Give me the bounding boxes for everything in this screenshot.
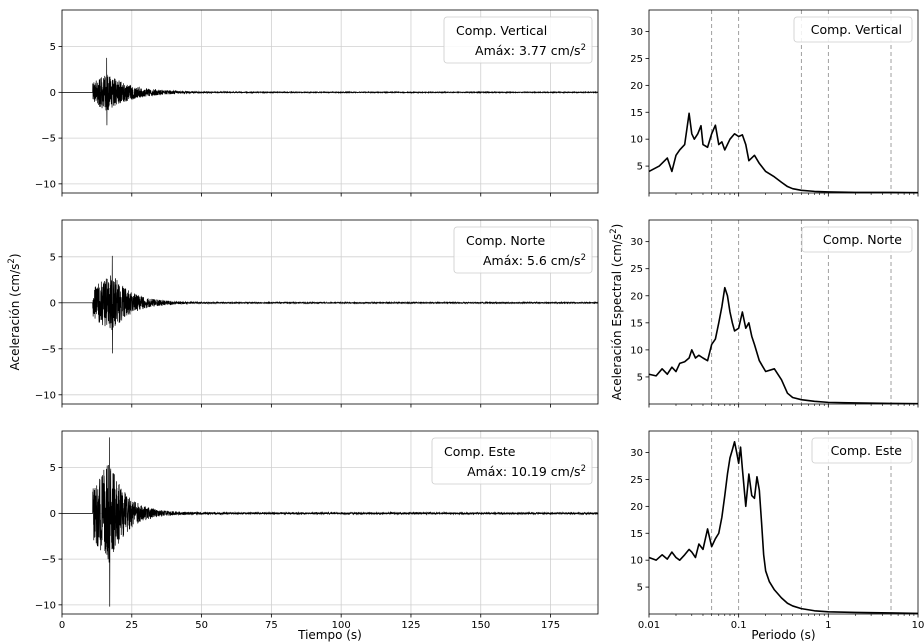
y-tick-label: 5	[50, 252, 56, 263]
y-tick-label: −10	[35, 179, 56, 190]
legend-title: Comp. Norte	[823, 232, 902, 247]
acceleration-series-line	[62, 57, 599, 126]
y-tick-label: 15	[630, 318, 643, 329]
legend-title: Comp. Este	[831, 443, 903, 458]
x-tick-label: 1	[825, 620, 831, 631]
y-tick-label: −5	[41, 134, 56, 145]
x-tick-label: 25	[125, 620, 138, 631]
y-tick-label: 20	[630, 291, 643, 302]
spectrum-norte-panel: 5 10 15 20 25 30 Comp. Norte Aceleración Espect…	[609, 219, 919, 408]
x-tick-label: 175	[541, 620, 560, 631]
x-tick-label: 0.1	[731, 620, 747, 631]
legend: Comp. Norte	[801, 226, 913, 253]
x-tick-label: 50	[195, 620, 208, 631]
legend-title: Comp. Norte	[466, 233, 545, 248]
y-tick-label: 10	[630, 556, 643, 567]
spectrum-vertical-panel: 5 10 15 20 25 30 Comp. Vertical	[630, 9, 919, 197]
y-tick-label: 5	[50, 42, 56, 53]
legend: Comp. Norte Amáx: 5.6 cm/s2	[453, 226, 593, 274]
legend-box	[431, 437, 593, 485]
y-tick-label: 10	[630, 345, 643, 356]
spectrum-este-panel: 5 10 15 20 25 30 0.01 0.1 1 10 Comp. Este Periodo (…	[630, 430, 924, 642]
time-vertical-panel: −10 −5 0 5 Comp. Vertical Amáx: 3.77 cm/s2	[35, 9, 599, 197]
y-tick-label: 25	[630, 54, 643, 65]
legend-title: Comp. Vertical	[811, 22, 902, 37]
x-axis-title: Tiempo (s)	[297, 628, 362, 642]
x-tick-label: 0	[59, 620, 65, 631]
y-tick-label: 15	[630, 529, 643, 540]
y-tick-label: 30	[630, 27, 643, 38]
axes-frame	[61, 219, 599, 405]
legend-peak-acceleration: Amáx: 3.77 cm/s2	[475, 43, 586, 58]
y-tick-label: 25	[630, 475, 643, 486]
legend-peak-acceleration: Amáx: 5.6 cm/s2	[483, 253, 586, 268]
axes-frame	[648, 9, 919, 194]
y-tick-label: 20	[630, 81, 643, 92]
y-tick-label: −10	[35, 600, 56, 611]
y-tick-label: 30	[630, 448, 643, 459]
y-axis-title: Aceleración (cm/s2)	[7, 253, 22, 370]
x-tick-label: 100	[332, 620, 351, 631]
legend-box	[811, 437, 913, 464]
y-tick-label: 5	[50, 463, 56, 474]
axes-frame	[648, 219, 919, 405]
y-tick-label: 15	[630, 108, 643, 119]
legend-box	[793, 16, 913, 43]
y-tick-label: 25	[630, 264, 643, 275]
y-tick-label: 5	[637, 162, 643, 173]
x-tick-label: 0.01	[638, 620, 660, 631]
x-tick-label: 75	[265, 620, 278, 631]
acceleration-series-line	[62, 437, 599, 607]
axes-frame	[648, 430, 919, 615]
y-axis-title: Aceleración Espectral (cm/s2)	[609, 224, 624, 401]
spectral-series-line	[648, 112, 919, 194]
y-tick-label: −5	[41, 555, 56, 566]
y-tick-label: 30	[630, 237, 643, 248]
x-axis-title: Periodo (s)	[751, 628, 815, 642]
y-tick-label: 0	[50, 298, 56, 309]
y-tick-label: 5	[637, 372, 643, 383]
x-tick-label: 150	[471, 620, 490, 631]
acceleration-series-line	[62, 255, 599, 354]
y-tick-label: −10	[35, 390, 56, 401]
legend-box	[801, 226, 913, 253]
y-tick-label: 0	[50, 509, 56, 520]
legend: Comp. Este	[811, 437, 913, 464]
axes-frame	[61, 9, 599, 194]
spectral-series-line	[648, 440, 919, 615]
x-tick-label: 10	[912, 620, 924, 631]
legend: Comp. Este Amáx: 10.19 cm/s2	[431, 437, 593, 485]
legend-box	[443, 16, 593, 64]
axes-frame	[61, 430, 599, 615]
legend-title: Comp. Este	[444, 444, 516, 459]
spectral-series-line	[648, 286, 919, 405]
y-tick-label: −5	[41, 344, 56, 355]
legend-title: Comp. Vertical	[456, 23, 547, 38]
legend: Comp. Vertical	[793, 16, 913, 43]
legend-peak-acceleration: Amáx: 10.19 cm/s2	[467, 464, 586, 479]
time-norte-panel: −10 −5 0 5 Comp. Norte Amáx: 5.6 cm/s2 Acelera…	[7, 219, 599, 408]
y-tick-label: 0	[50, 88, 56, 99]
legend-box	[453, 226, 593, 274]
legend: Comp. Vertical Amáx: 3.77 cm/s2	[443, 16, 593, 64]
x-tick-label: 125	[401, 620, 420, 631]
y-tick-label: 10	[630, 135, 643, 146]
y-tick-label: 20	[630, 502, 643, 513]
y-tick-label: 5	[637, 583, 643, 594]
